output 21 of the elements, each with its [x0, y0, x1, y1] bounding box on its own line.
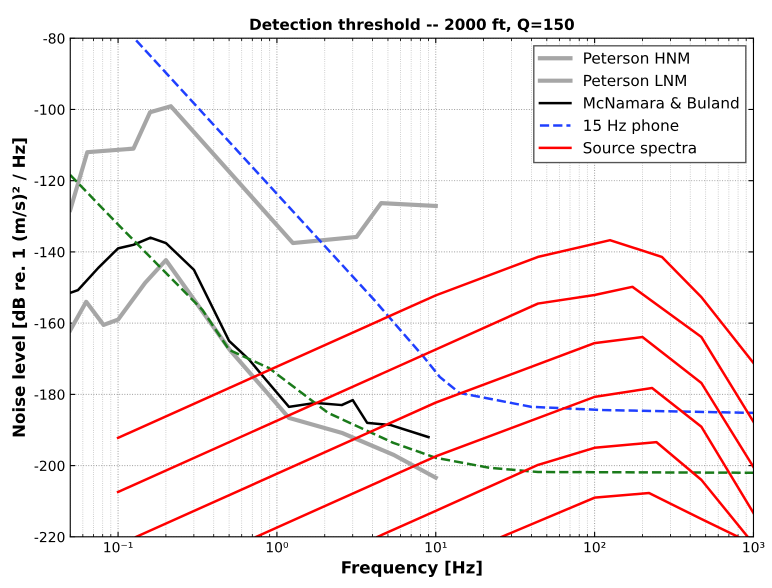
- x-axis-title: Frequency [Hz]: [342, 560, 482, 577]
- legend-label: Peterson LNM: [584, 74, 686, 86]
- x-tick-label: 10⁰: [266, 542, 288, 552]
- y-tick-label: -160: [34, 318, 64, 329]
- y-tick-label: -120: [34, 176, 64, 186]
- x-tick-label: 10³: [743, 542, 764, 552]
- x-tick-label: 10¹: [426, 542, 447, 552]
- x-tick-label: 10⁻¹: [104, 542, 133, 552]
- legend-label: 15 Hz phone: [584, 119, 678, 134]
- y-tick-label: -180: [34, 389, 64, 400]
- x-tick-label: 10²: [584, 542, 606, 552]
- chart-title: Detection threshold -- 2000 ft, Q=150: [250, 18, 574, 32]
- y-tick-label: -200: [34, 460, 64, 472]
- y-tick-label: -100: [34, 104, 64, 115]
- y-axis-title: Noise level [dB re. 1 (m/s)² / Hz]: [12, 138, 28, 436]
- y-tick-label: -80: [43, 33, 64, 44]
- legend-label: Source spectra: [584, 142, 696, 156]
- y-tick-label: -140: [34, 246, 64, 258]
- legend-label: McNamara & Buland: [584, 96, 738, 109]
- y-tick-label: -220: [34, 532, 64, 542]
- legend-label: Peterson HNM: [584, 52, 689, 64]
